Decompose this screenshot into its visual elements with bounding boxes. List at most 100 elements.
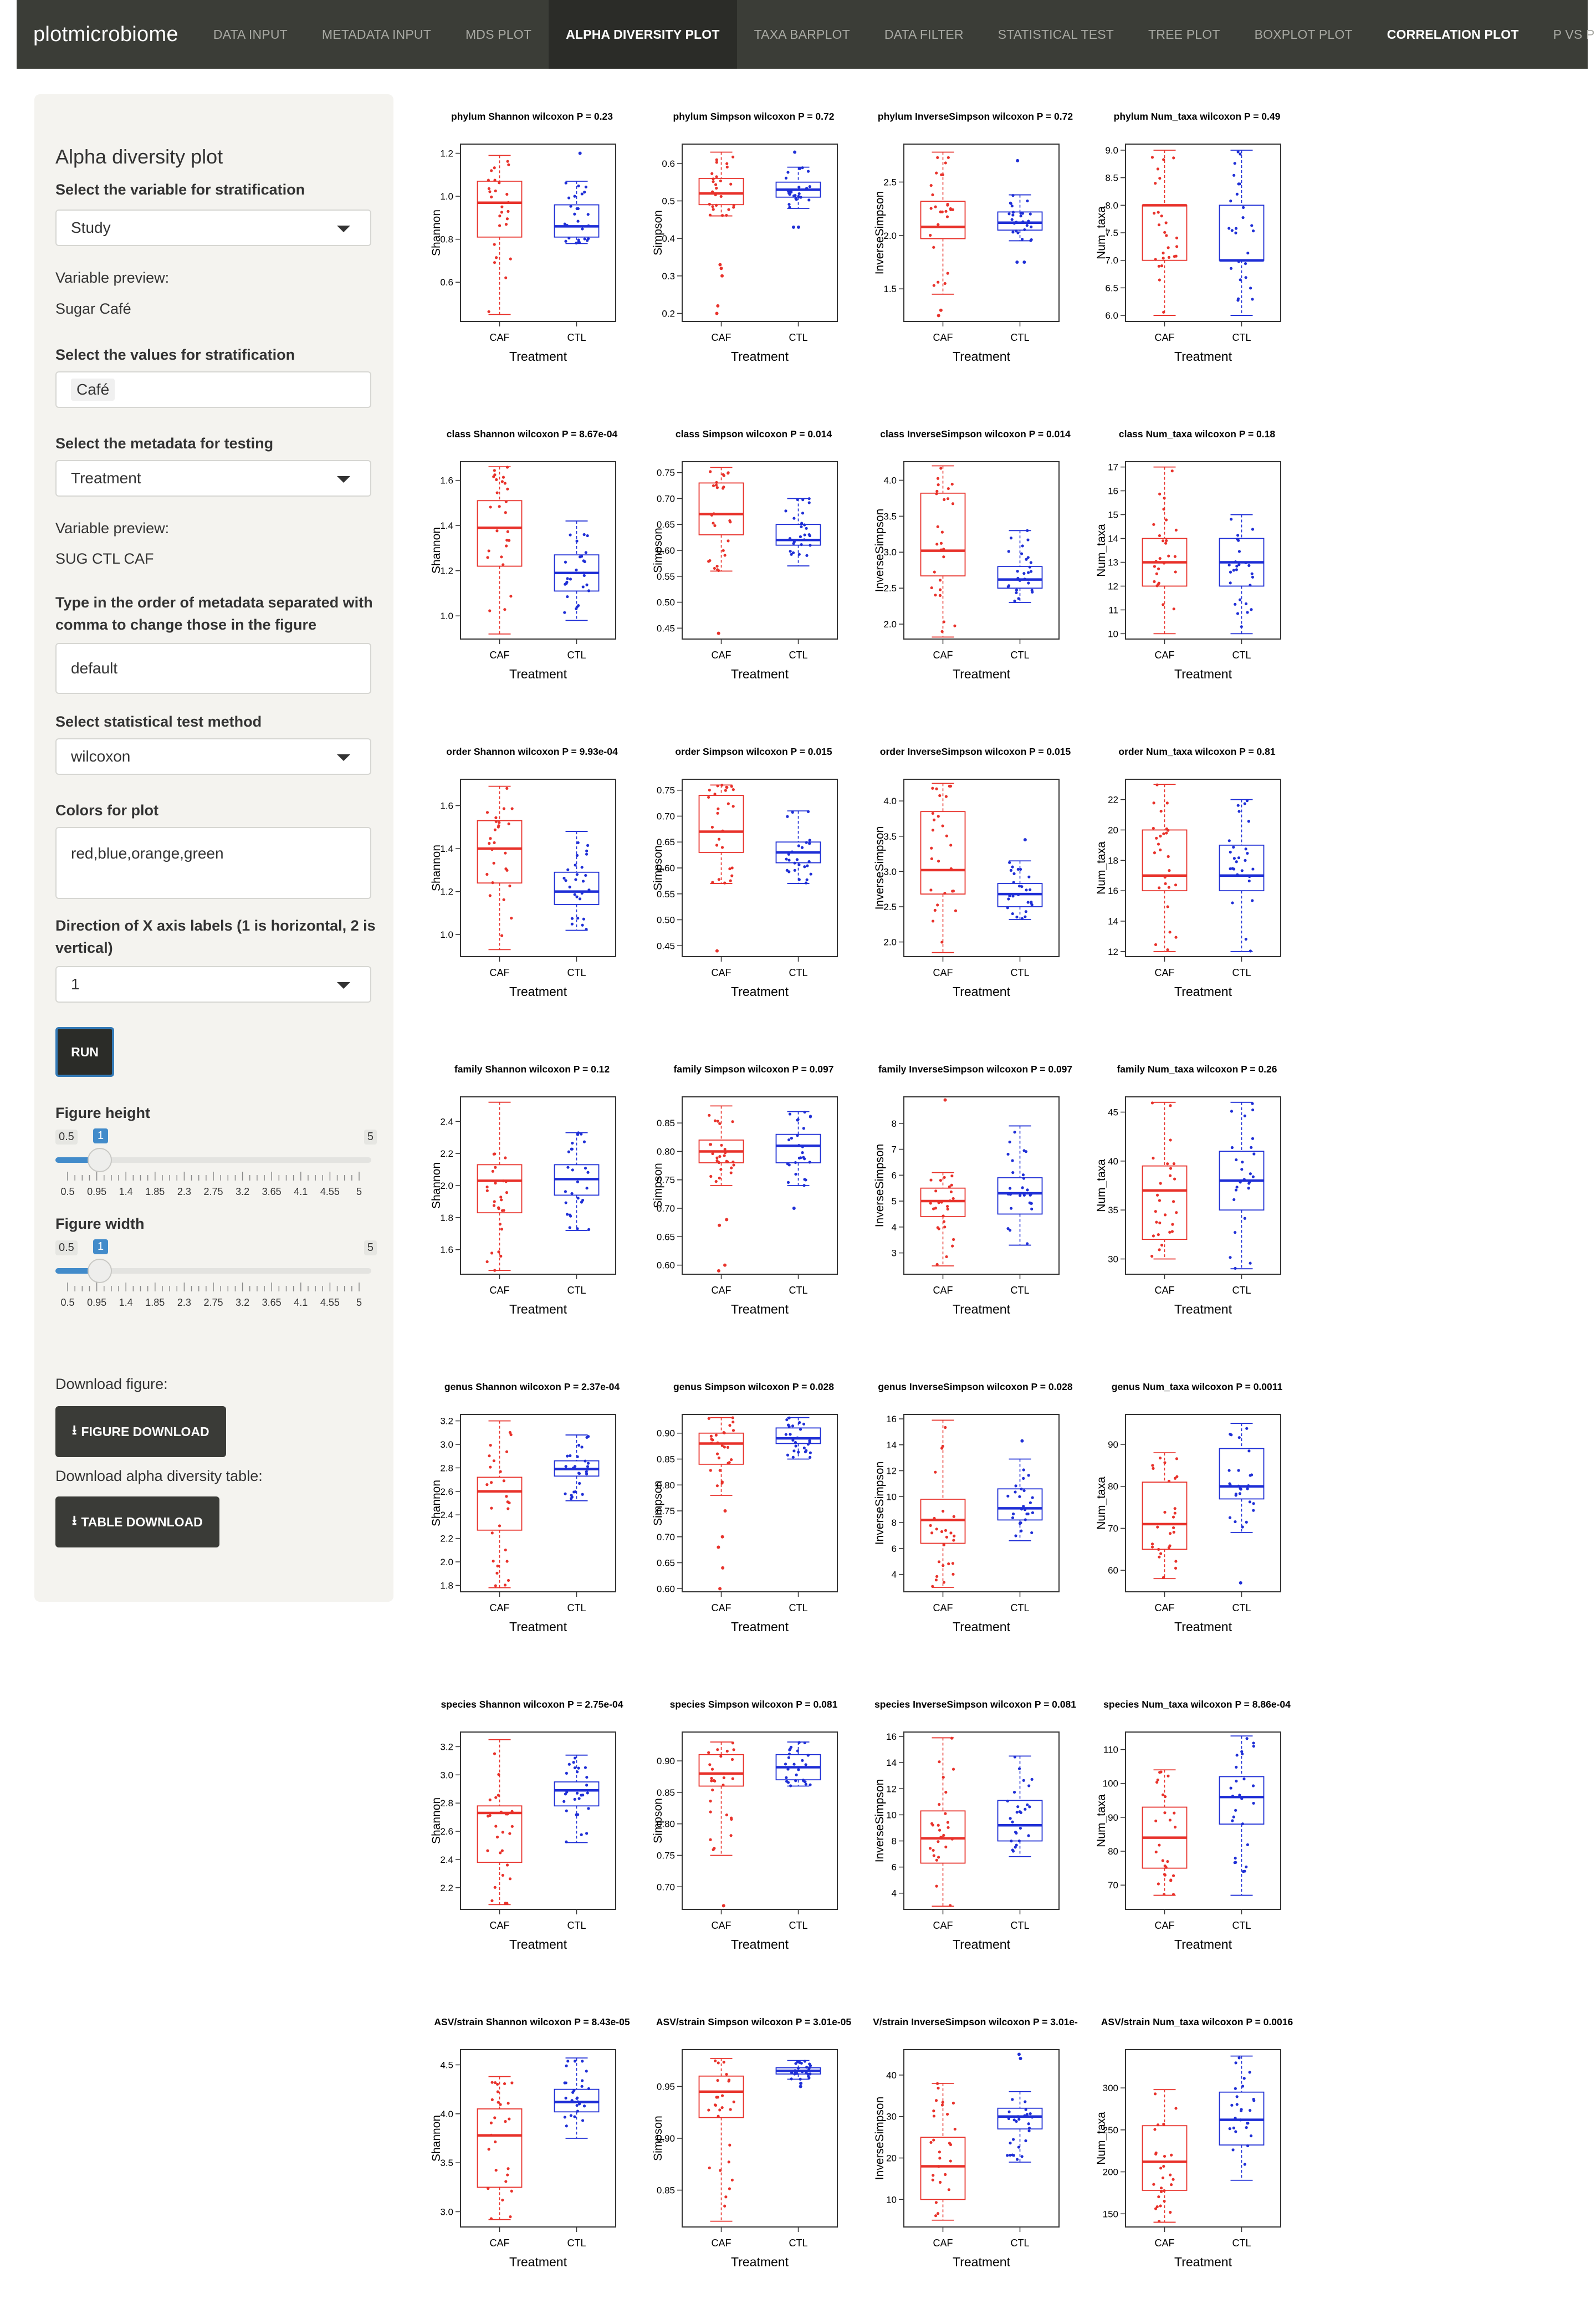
data-point [933,908,937,912]
slider-tick-label: 5 [356,1186,362,1197]
data-point [490,1251,494,1255]
data-point [1153,212,1156,215]
data-point [791,810,794,814]
data-point [576,2100,580,2103]
data-point [500,205,504,208]
data-point [1229,200,1232,203]
x-tick-label: CAF [490,2238,510,2249]
order-input[interactable]: default [55,643,371,694]
data-point [934,2099,938,2102]
data-point [499,1810,503,1814]
slider-tick-label: 3.65 [262,1186,282,1197]
data-point [505,539,509,542]
tab-boxplot-plot[interactable]: BOXPLOT PLOT [1254,27,1353,42]
strat-values-input[interactable]: Café [55,371,371,408]
y-tick-label: 20 [1108,825,1118,835]
data-point [488,609,492,612]
data-point [505,192,509,196]
data-point [790,850,794,854]
y-tick-label: 16 [886,1731,897,1742]
tab-mds-plot[interactable]: MDS PLOT [465,27,532,42]
outlier-point [1239,1581,1242,1585]
strat-values-chip[interactable]: Café [71,379,115,401]
data-point [721,214,724,217]
tab-p-vs-p-plot[interactable]: P VS P PLOT [1553,27,1596,42]
figure-download-button[interactable]: ⭳ FIGURE DOWNLOAD [55,1406,226,1457]
slider-track[interactable] [55,1268,371,1274]
data-point [1164,1866,1168,1869]
data-point [1245,1520,1248,1524]
tab-correlation-plot[interactable]: CORRELATION PLOT [1387,27,1519,42]
brand-logo[interactable]: plotmicrobiome [33,22,178,46]
data-point [943,1225,947,1229]
data-point [577,241,581,244]
slider-handle[interactable] [88,1148,112,1172]
data-point [951,1244,954,1248]
plot-frame [682,779,838,957]
data-point [508,884,511,888]
tab-data-input[interactable]: DATA INPUT [213,27,288,42]
data-point [732,1160,735,1164]
data-point [1017,885,1021,888]
direction-select[interactable]: 1 [55,966,371,1003]
test-select[interactable]: wilcoxon [55,738,371,775]
y-tick-label: 3.2 [440,1741,453,1752]
data-point [797,844,800,847]
data-point [796,1436,799,1439]
data-point [711,205,714,208]
data-point [953,2127,956,2131]
data-point [1236,612,1240,615]
data-point [488,1798,492,1802]
data-point [1230,1110,1234,1113]
run-button[interactable]: RUN [55,1027,114,1077]
data-point [951,502,955,505]
data-point [1235,860,1238,864]
height-slider[interactable]: 0.5 5 1 0.5 0.95 1.4 1.85 2.3 2.75 3.2 3.65 4.1 4.55… [55,1128,377,1202]
x-axis-title: Treatment [731,1620,789,1634]
data-point [564,181,567,185]
tab-metadata-input[interactable]: METADATA INPUT [321,27,431,42]
y-tick-label: 0.60 [657,545,675,556]
data-point [730,785,733,788]
data-point [786,188,790,192]
slider-handle[interactable] [88,1259,112,1283]
data-point [1012,872,1016,875]
data-point [936,903,939,907]
data-point [1234,1809,1237,1812]
width-slider[interactable]: 0.5 5 1 0.5 0.95 1.4 1.85 2.3 2.75 3.2 3.65 4.1 4.55… [55,1239,377,1312]
strat-var-select[interactable]: Study [55,210,371,246]
data-point [1029,561,1032,564]
metadata-select[interactable]: Treatment [55,460,371,497]
y-tick-label: 40 [886,2070,897,2081]
data-point [1152,826,1155,830]
tab-alpha-diversity-plot[interactable]: ALPHA DIVERSITY PLOT [549,0,737,69]
data-point [1166,1162,1169,1166]
data-point [510,2081,514,2085]
tab-data-filter[interactable]: DATA FILTER [884,27,964,42]
slider-track[interactable] [55,1157,371,1163]
data-point [787,1416,791,1419]
tab-statistical-test[interactable]: STATISTICAL TEST [998,27,1114,42]
panel-title: species Simpson wilcoxon P = 0.081 [669,1699,838,1710]
data-point [576,1455,579,1458]
box-ctl [1219,2091,1265,2146]
data-point [1246,611,1249,614]
data-point [786,171,790,174]
data-point [1011,2138,1015,2141]
data-point [1157,1233,1160,1237]
outlier-point [717,1545,720,1549]
data-point [730,1758,734,1761]
data-point [568,1226,571,1229]
table-download-button[interactable]: ⭳ TABLE DOWNLOAD [55,1496,219,1547]
data-point [944,1426,947,1429]
box-ctl [997,2107,1043,2130]
tab-tree-plot[interactable]: TREE PLOT [1148,27,1220,42]
colors-textarea[interactable]: red,blue,orange,green [55,827,371,899]
tab-taxa-barplot[interactable]: TAXA BARPLOT [754,27,850,42]
data-point [564,239,567,243]
x-tick-label: CAF [490,1285,510,1296]
data-point [1163,876,1167,879]
